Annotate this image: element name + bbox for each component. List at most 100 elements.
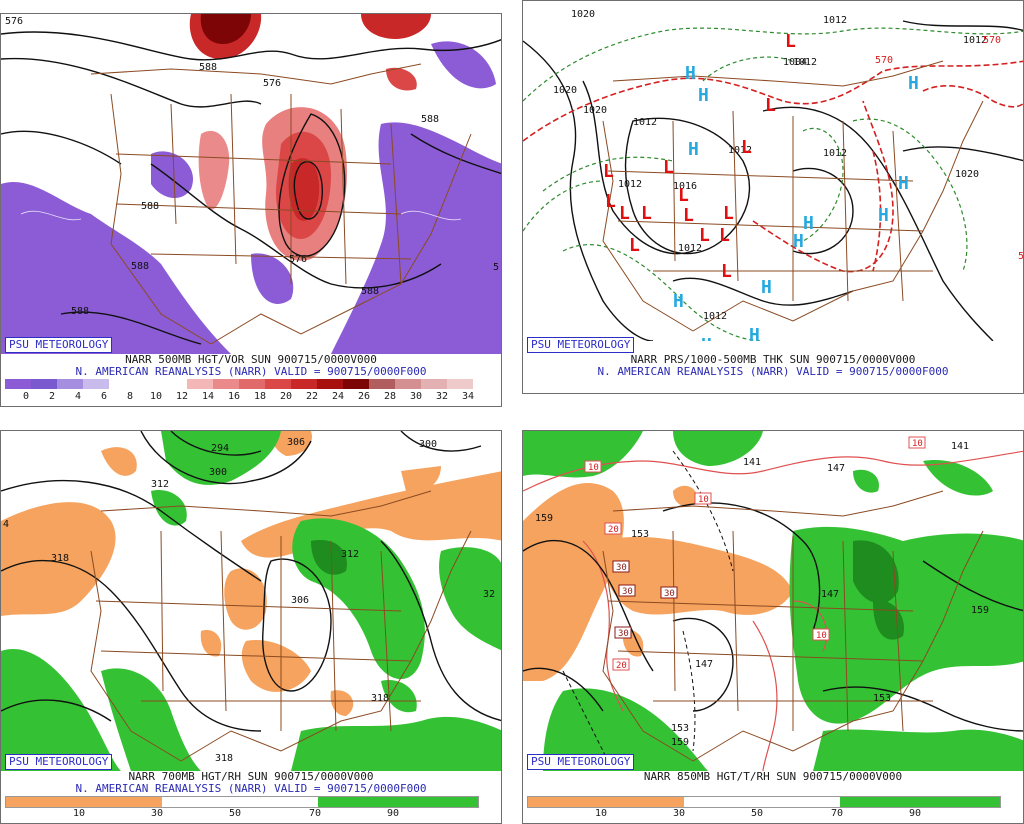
hgt-label: 312	[151, 479, 169, 490]
isobar-label: 1020	[553, 85, 577, 96]
hgt-label: 159	[671, 737, 689, 748]
svg-text:30: 30	[616, 563, 627, 573]
colorbar-tick: 28	[383, 391, 397, 402]
colorbar-tick: 90	[386, 808, 400, 819]
colorbar-swatch	[343, 379, 369, 389]
psu-meteorology-label: PSU METEOROLOGY	[5, 337, 113, 353]
temp-label: 30	[612, 560, 630, 573]
isobar-label: 1016	[673, 181, 697, 192]
high-pressure-marker: H	[698, 85, 709, 106]
temp-label: 10	[908, 436, 926, 449]
low-pressure-marker: L	[663, 157, 674, 178]
colorbar-swatch	[239, 379, 265, 389]
temp-label: 20	[604, 522, 622, 535]
colorbar-tick: 70	[830, 808, 844, 819]
low-pressure-marker: L	[765, 95, 776, 116]
colorbar-swatch	[318, 797, 478, 807]
hgt-label: 588	[71, 306, 89, 317]
hgt-label: 576	[5, 16, 23, 27]
colorbar-tick: 34	[461, 391, 475, 402]
colorbar-ticks: 0 2 4 6 8 10 12 14 16 18 20 22 24 26 28 30 32 34	[1, 391, 501, 403]
svg-text:20: 20	[608, 525, 619, 535]
colorbar-tick: 14	[201, 391, 215, 402]
colorbar-tick: 20	[279, 391, 293, 402]
panel-subtitle: N. AMERICAN REANALYSIS (NARR) VALID = 90…	[75, 782, 427, 795]
temp-label: 10	[694, 492, 712, 505]
isobar-label: 1004	[783, 57, 807, 68]
colorbar-swatch	[317, 379, 343, 389]
colorbar-swatch	[109, 379, 135, 389]
hgt-label: 153	[631, 529, 649, 540]
high-pressure-marker: H	[898, 173, 909, 194]
colorbar-swatch	[6, 797, 162, 807]
low-pressure-marker: L	[619, 203, 630, 224]
high-pressure-marker: H	[673, 291, 684, 312]
thickness-label: 5	[1018, 251, 1024, 262]
high-pressure-marker: H	[749, 325, 760, 341]
hgt-label: 318	[215, 753, 233, 764]
high-pressure-marker: H	[803, 213, 814, 234]
colorbar-tick: 50	[750, 808, 764, 819]
hgt-label: 141	[743, 457, 761, 468]
hgt-label: 318	[371, 693, 389, 704]
colorbar	[5, 379, 473, 389]
colorbar-tick: 10	[594, 808, 608, 819]
isobar-label: 1012	[678, 243, 702, 254]
hgt-label: 32	[483, 589, 495, 600]
hgt-label: 576	[289, 254, 307, 265]
colorbar	[5, 796, 479, 808]
low-pressure-marker: L	[605, 191, 616, 212]
map-700mb: 294 306 300 300 312 318 312 306 318 318 …	[1, 431, 501, 771]
colorbar-tick: 4	[74, 391, 82, 402]
colorbar-tick: 0	[22, 391, 30, 402]
hgt-label: 588	[141, 201, 159, 212]
hgt-label: 4	[3, 519, 9, 530]
isobar-label: 1020	[583, 105, 607, 116]
svg-text:10: 10	[912, 439, 923, 449]
colorbar-swatch	[684, 797, 840, 807]
colorbar-swatch	[162, 797, 318, 807]
low-pressure-marker: L	[678, 185, 689, 206]
colorbar-swatch	[369, 379, 395, 389]
panel-700mb-rh: 294 306 300 300 312 318 312 306 318 318 …	[0, 430, 502, 824]
colorbar-swatch	[187, 379, 213, 389]
hgt-label: 576	[263, 78, 281, 89]
svg-text:30: 30	[622, 587, 633, 597]
thickness-label: 570	[875, 55, 893, 66]
low-pressure-marker: L	[719, 225, 730, 246]
low-pressure-marker: L	[723, 203, 734, 224]
colorbar-tick: 50	[228, 808, 242, 819]
isobar-label: 1012	[728, 145, 752, 156]
hgt-label: 588	[199, 62, 217, 73]
low-pressure-marker: L	[629, 235, 640, 256]
hgt-label: 153	[671, 723, 689, 734]
panel-title: NARR 850MB HGT/T/RH SUN 900715/0000V000	[643, 770, 903, 783]
colorbar-swatch	[5, 379, 31, 389]
low-pressure-marker: L	[721, 261, 732, 282]
high-pressure-marker: H	[761, 277, 772, 298]
colorbar-tick: 10	[149, 391, 163, 402]
hgt-label: 5	[493, 262, 499, 273]
panel-500mb-vorticity: 576 588 576 588 588 576 588 588 588 5 PS…	[0, 13, 502, 407]
hgt-label: 159	[971, 605, 989, 616]
low-pressure-marker: L	[699, 225, 710, 246]
colorbar-tick: 30	[409, 391, 423, 402]
colorbar-swatch	[291, 379, 317, 389]
colorbar-swatch	[840, 797, 1000, 807]
panel-title: NARR 700MB HGT/RH SUN 900715/0000V000	[128, 770, 374, 783]
colorbar-swatch	[395, 379, 421, 389]
hgt-label: 318	[51, 553, 69, 564]
colorbar-swatch	[135, 379, 161, 389]
colorbar-swatch	[161, 379, 187, 389]
colorbar-swatch	[213, 379, 239, 389]
high-pressure-marker: H	[688, 139, 699, 160]
colorbar-ticks: 10 30 50 70 90	[523, 808, 1023, 820]
colorbar-swatch	[265, 379, 291, 389]
thickness-label: 570	[983, 35, 1001, 46]
colorbar-tick: 24	[331, 391, 345, 402]
colorbar-tick: 12	[175, 391, 189, 402]
colorbar-tick: 30	[672, 808, 686, 819]
hgt-label: 153	[873, 693, 891, 704]
high-pressure-marker: H	[701, 335, 712, 341]
high-pressure-marker: H	[793, 231, 804, 252]
